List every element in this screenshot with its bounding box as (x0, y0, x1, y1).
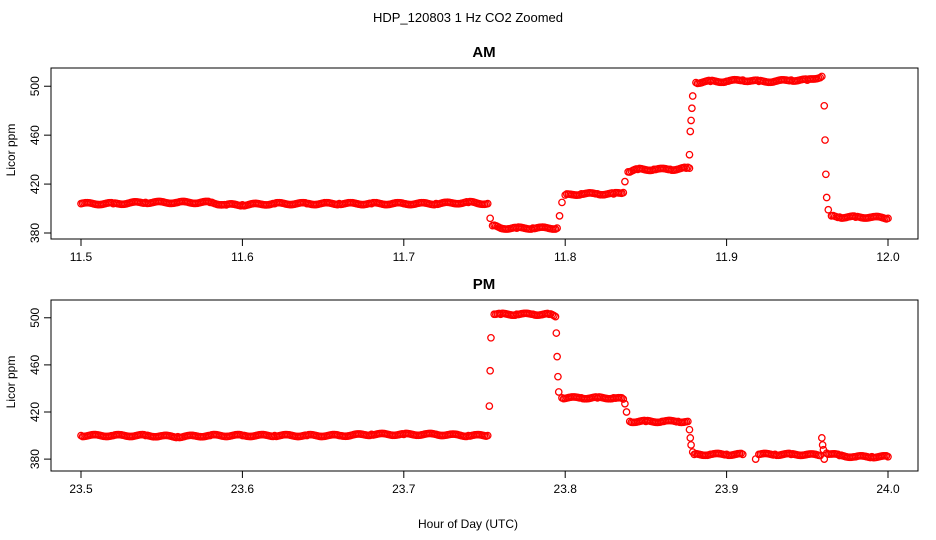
am-plot-frame (50, 67, 919, 240)
pm-plot-frame (50, 299, 919, 472)
pm-data-point (684, 417, 692, 426)
am-x-tick-label: 11.8 (554, 250, 577, 264)
pm-data-points (77, 309, 892, 463)
pm-data-point (554, 388, 563, 396)
pm-data-point (738, 450, 747, 459)
pm-y-tick-label: 420 (28, 402, 42, 422)
am-data-point (555, 212, 564, 220)
pm-data-point (485, 402, 494, 410)
am-data-point (553, 224, 561, 232)
pm-x-tick-label: 23.6 (231, 482, 255, 496)
pm-panel: PM Licor ppm 23.5 23.6 23.7 23.8 23.9 24.0 380… (4, 276, 919, 496)
am-data-point (821, 136, 829, 144)
pm-y-tick-label: 380 (28, 449, 42, 469)
pm-data-point (552, 329, 561, 337)
am-data-point (687, 116, 695, 125)
pm-data-point (483, 431, 492, 440)
pm-data-point (554, 372, 562, 381)
am-panel: AM Licor ppm 11.5 11.6 11.7 11.8 11.9 12.0 380… (4, 44, 919, 264)
am-y-tick-label: 420 (28, 174, 42, 194)
pm-data-point (617, 394, 626, 402)
am-data-point (817, 72, 826, 81)
am-x-tick-label: 11.9 (715, 250, 738, 264)
am-x-tick-label: 11.5 (70, 250, 93, 264)
am-data-point (884, 214, 892, 223)
am-data-point (686, 127, 695, 136)
pm-x-tick-label: 24.0 (876, 482, 900, 496)
am-y-tick-label: 460 (28, 125, 42, 145)
am-y-tick-label: 380 (28, 223, 42, 243)
pm-data-point (551, 312, 560, 321)
am-data-point (685, 164, 694, 173)
pm-x-tick-label: 23.5 (69, 482, 93, 496)
pm-data-point (487, 333, 495, 342)
am-data-point (688, 92, 697, 100)
pm-y-axis-label: Licor ppm (4, 356, 18, 409)
am-data-point (621, 177, 629, 186)
am-data-points (77, 72, 892, 233)
pm-data-point (818, 441, 827, 449)
am-data-point (619, 188, 628, 197)
am-data-point (685, 150, 694, 159)
pm-data-point (884, 452, 892, 461)
pm-x-tick-label: 23.8 (554, 482, 578, 496)
am-data-point (486, 214, 494, 223)
am-data-point (820, 101, 829, 110)
pm-x-tick-label: 23.7 (392, 482, 416, 496)
am-data-point (688, 104, 696, 113)
am-y-tick-label: 500 (28, 76, 42, 96)
pm-data-point (817, 434, 826, 442)
am-data-point (816, 73, 825, 82)
pm-data-point (622, 408, 631, 416)
pm-y-tick-label: 500 (28, 307, 42, 327)
pm-data-point (486, 366, 494, 375)
am-data-point (558, 198, 566, 207)
pm-data-point (621, 399, 629, 408)
am-x-tick-label: 11.6 (231, 250, 254, 264)
pm-panel-title: PM (473, 276, 496, 293)
pm-y-tick-label: 460 (28, 355, 42, 375)
pm-data-point (685, 425, 694, 434)
am-x-tick-label: 12.0 (876, 250, 900, 264)
pm-data-point (619, 395, 628, 403)
am-data-point (483, 199, 492, 208)
am-y-axis-label: Licor ppm (4, 124, 18, 177)
am-panel-title: AM (472, 44, 495, 61)
am-data-point (822, 193, 831, 202)
pm-x-tick-label: 23.9 (715, 482, 739, 496)
x-axis-label: Hour of Day (UTC) (418, 517, 518, 531)
am-data-point (822, 170, 830, 179)
am-x-tick-label: 11.7 (393, 250, 416, 264)
pm-data-point (553, 352, 561, 361)
pm-data-point (686, 434, 695, 442)
figure-title: HDP_120803 1 Hz CO2 Zoomed (373, 10, 563, 25)
am-data-point (824, 205, 833, 214)
pm-data-point (687, 441, 695, 449)
